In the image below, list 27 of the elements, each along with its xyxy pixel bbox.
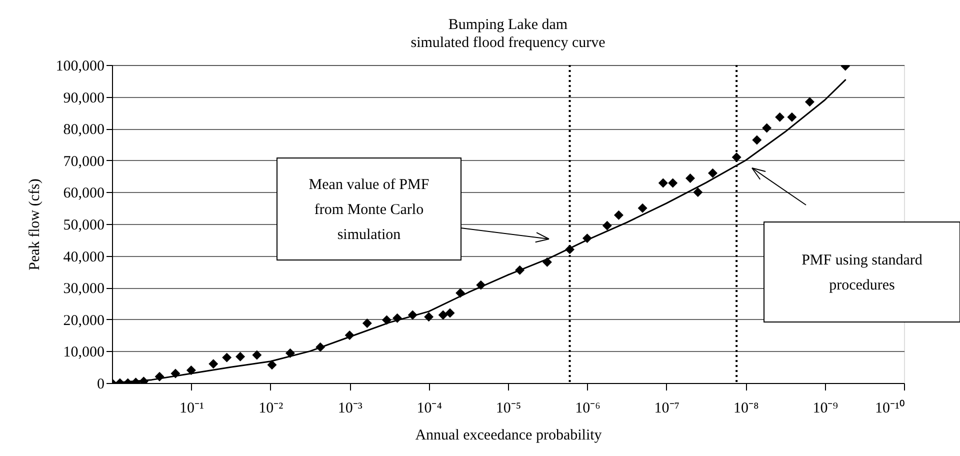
y-tick-label: 80,000 xyxy=(63,122,104,138)
text: simulated flood frequency curve xyxy=(410,35,606,51)
text: Bumping Lake dam xyxy=(448,17,568,33)
y-axis-title: Peak flow (cfs) xyxy=(26,178,43,270)
y-tick-label: 100,000 xyxy=(56,58,104,74)
annotation: PMF using standard procedures xyxy=(802,252,923,294)
x-tick-label: 10⁻⁸ xyxy=(733,400,759,416)
y-tick-label: 90,000 xyxy=(63,90,104,106)
y-tick-label: 10,000 xyxy=(63,344,104,361)
x-tick-label: 10⁻⁴ xyxy=(416,400,442,416)
x-tick-label: 10⁻¹⁰ xyxy=(875,400,904,416)
y-tick-label: 20,000 xyxy=(63,312,104,329)
x-tick-label: 10⁻⁹ xyxy=(812,400,838,416)
x-tick-label: 10⁻⁷ xyxy=(654,400,680,416)
annotation: Mean value of PMF from Monte Carlo simulation xyxy=(308,177,430,243)
y-tick-label: 60,000 xyxy=(63,186,104,202)
y-tick-label: 70,000 xyxy=(63,154,104,170)
y-tick-label: 0 xyxy=(97,376,104,392)
y-tick-label: 40,000 xyxy=(63,249,104,266)
y-tick-label: 50,000 xyxy=(63,218,104,234)
x-tick-label: 10⁻¹ xyxy=(179,400,204,416)
x-tick-label: 10⁻⁶ xyxy=(575,400,600,416)
x-tick-label: 10⁻² xyxy=(258,400,284,416)
x-tick-label: 10⁻⁵ xyxy=(496,400,522,416)
y-tick-label: 30,000 xyxy=(63,281,104,298)
x-axis-title: Annual exceedance probability xyxy=(415,428,602,444)
x-tick-label: 10⁻³ xyxy=(338,400,363,416)
